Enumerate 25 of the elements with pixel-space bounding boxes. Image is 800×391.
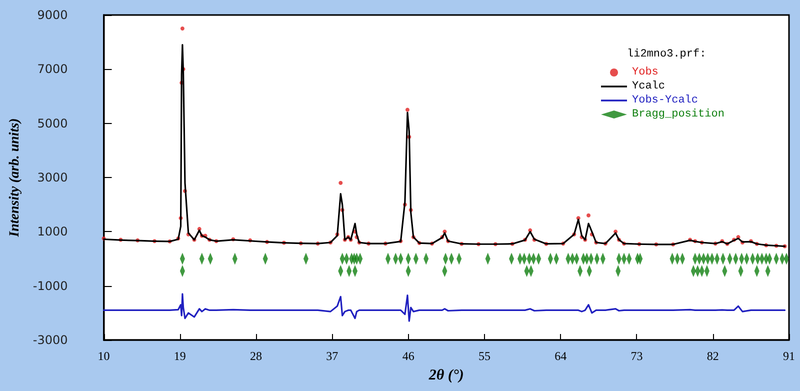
x-tick-label: 19	[174, 349, 186, 363]
x-tick-label: 37	[326, 349, 338, 363]
x-tick-label: 46	[402, 349, 414, 363]
y-tick-label: 7000	[37, 62, 68, 76]
x-tick-label: 91	[783, 349, 795, 363]
y-axis-title: Intensity (arb. units)	[8, 118, 22, 238]
y-tick-label: 3000	[37, 170, 68, 184]
y-tick-label: 5000	[37, 116, 68, 130]
x-tick-label: 82	[706, 349, 719, 363]
x-tick-label: 73	[630, 349, 643, 363]
x-axis-title: 2θ (°)	[428, 368, 464, 384]
y-tick-label: 9000	[37, 8, 68, 22]
y-tick-label: 1000	[37, 224, 68, 239]
legend-label: Ycalc	[632, 80, 666, 92]
legend-label: Bragg_position	[632, 108, 724, 120]
x-tick-label: 28	[250, 349, 262, 363]
y-tick-label: -1000	[32, 278, 68, 293]
y-tick-label: -3000	[32, 333, 68, 347]
x-tick-label: 55	[478, 349, 490, 363]
legend-label: Yobs	[632, 66, 658, 78]
line-series	[102, 293, 786, 322]
legend-title: li2mno3.prf:	[627, 48, 706, 60]
legend-label: Yobs-Ycalc	[632, 94, 698, 106]
x-tick-label: 10	[98, 349, 110, 363]
x-tick-label: 64	[554, 349, 567, 363]
